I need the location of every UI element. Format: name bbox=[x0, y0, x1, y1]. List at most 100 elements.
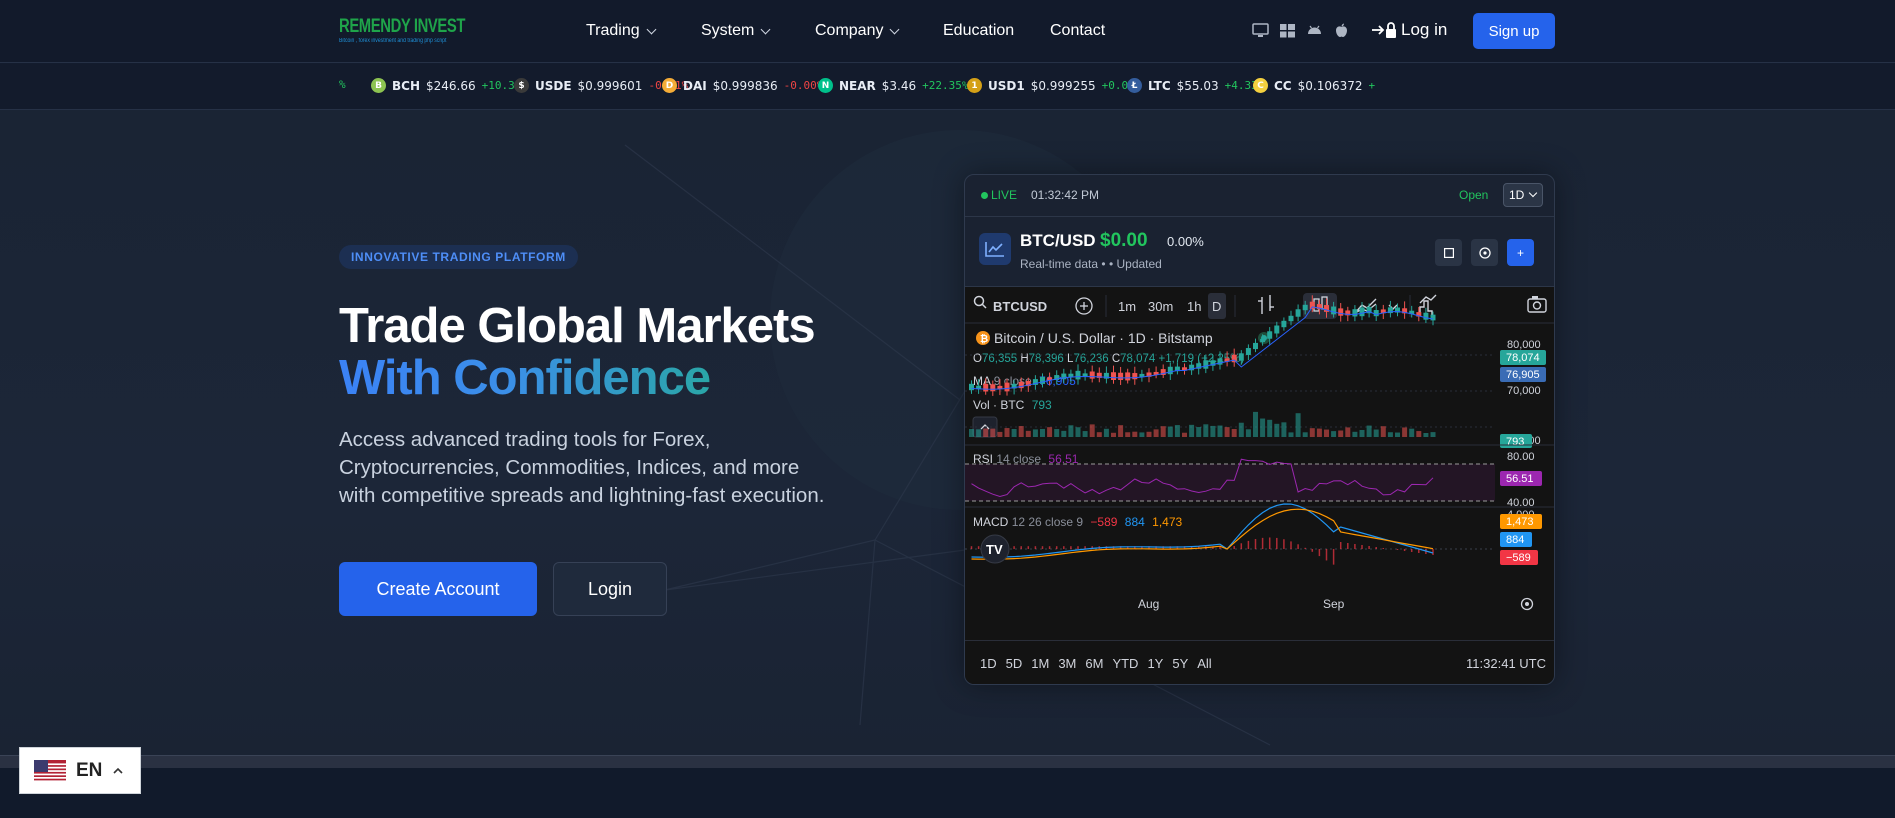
tradingview-logo[interactable]: TV bbox=[980, 534, 1010, 564]
range-5y[interactable]: 5Y bbox=[1172, 656, 1189, 671]
language-code: EN bbox=[76, 759, 103, 781]
macd-hist-bar bbox=[1290, 541, 1292, 549]
candle bbox=[1160, 369, 1166, 375]
volume-bar bbox=[1132, 431, 1138, 437]
volume-bar bbox=[1089, 424, 1095, 437]
candle bbox=[1253, 342, 1258, 350]
hero-subtitle: Access advanced trading tools for Forex,… bbox=[339, 428, 825, 507]
nav-company[interactable]: Company bbox=[815, 22, 900, 40]
ma-tag-bg bbox=[1500, 367, 1546, 382]
candle bbox=[1132, 373, 1138, 380]
range-all[interactable]: All bbox=[1197, 656, 1212, 671]
nav-company-label: Company bbox=[815, 22, 884, 39]
candle bbox=[1260, 338, 1266, 343]
camera-icon[interactable] bbox=[1527, 296, 1547, 313]
symbol-label[interactable]: BTCUSD bbox=[993, 299, 1047, 314]
search-icon[interactable] bbox=[973, 295, 987, 309]
candle bbox=[990, 384, 996, 392]
candle bbox=[1196, 363, 1202, 369]
candle bbox=[1040, 376, 1045, 384]
range-ytd[interactable]: YTD bbox=[1112, 656, 1139, 671]
brand-logo[interactable]: REMENDY INVEST Bitcoin , forex investmen… bbox=[339, 16, 465, 48]
range-1y[interactable]: 1Y bbox=[1147, 656, 1164, 671]
range-1m[interactable]: 1M bbox=[1031, 656, 1050, 671]
range-6m[interactable]: 6M bbox=[1085, 656, 1104, 671]
ticker-item[interactable]: B BCH $246.66 +10.31% bbox=[371, 78, 528, 93]
interval-d[interactable]: D bbox=[1212, 299, 1221, 314]
candle bbox=[1068, 373, 1074, 378]
ticker-item[interactable]: 1 USD1 $0.999255 +0.02% bbox=[967, 78, 1141, 93]
nav-system-label: System bbox=[701, 22, 755, 39]
ticker-item[interactable]: N NEAR $3.46 +22.35% bbox=[818, 78, 969, 93]
volume-bar bbox=[997, 431, 1003, 437]
volume-bar bbox=[1380, 426, 1386, 437]
create-account-button[interactable]: Create Account bbox=[339, 562, 537, 616]
logo-tagline: Bitcoin , forex investment and trading p… bbox=[339, 38, 447, 44]
hero-login-button[interactable]: Login bbox=[553, 562, 667, 616]
range-5d[interactable]: 5D bbox=[1005, 656, 1023, 671]
macd-hist-bar bbox=[1126, 546, 1129, 549]
desktop-icon[interactable] bbox=[1252, 22, 1269, 39]
price-candles bbox=[969, 295, 1436, 396]
interval-1h[interactable]: 1h bbox=[1187, 299, 1201, 314]
ticker-item[interactable]: % bbox=[339, 78, 346, 91]
stop-icon[interactable] bbox=[1435, 239, 1462, 266]
nav-trading[interactable]: Trading bbox=[586, 22, 657, 40]
chart-legend: ₿ Bitcoin / U.S. Dollar · 1D · Bitstamp … bbox=[972, 330, 1270, 438]
candle bbox=[1380, 309, 1386, 314]
volume-bar bbox=[1253, 411, 1258, 437]
coin-icon: Ł bbox=[1127, 78, 1142, 93]
login-link[interactable]: Log in bbox=[1371, 20, 1447, 40]
nav-system[interactable]: System bbox=[701, 22, 771, 40]
target-icon[interactable] bbox=[1471, 239, 1498, 266]
windows-icon[interactable] bbox=[1279, 22, 1296, 39]
range-1d[interactable]: 1D bbox=[980, 656, 997, 671]
volume-bar bbox=[1167, 426, 1173, 437]
volume-bar bbox=[976, 429, 982, 437]
tradingview-chart[interactable]: BTCUSD 1m 30m 1h D ₿ bbox=[965, 287, 1554, 640]
candle bbox=[1245, 348, 1251, 355]
ticker-item[interactable]: C CC $0.106372 + bbox=[1253, 78, 1375, 93]
bar-chart-icon[interactable] bbox=[1258, 295, 1274, 314]
volume-bar bbox=[1217, 425, 1223, 437]
macd-hist-bar bbox=[1027, 546, 1030, 549]
macd-hist-bar bbox=[1077, 546, 1079, 549]
chart-settings-icon[interactable] bbox=[1520, 597, 1534, 611]
nav-contact[interactable]: Contact bbox=[1050, 22, 1105, 40]
range-buttons: 1D 5D 1M 3M 6M YTD 1Y 5Y All bbox=[980, 656, 1212, 671]
android-icon[interactable] bbox=[1306, 22, 1323, 39]
tradingview-chart-canvas: BTCUSD 1m 30m 1h D ₿ bbox=[965, 293, 1554, 611]
indicators-icon[interactable] bbox=[1419, 294, 1437, 315]
interval-1m[interactable]: 1m bbox=[1118, 299, 1136, 314]
area-chart-icon[interactable] bbox=[1354, 298, 1377, 314]
signup-button[interactable]: Sign up bbox=[1473, 13, 1555, 49]
us-flag-icon bbox=[34, 759, 66, 782]
timeframe-select[interactable]: 1D bbox=[1503, 183, 1543, 207]
range-3m[interactable]: 3M bbox=[1058, 656, 1077, 671]
ticker-price: $0.999601 bbox=[577, 78, 643, 93]
candle bbox=[1267, 331, 1273, 339]
language-switcher[interactable]: EN bbox=[19, 747, 141, 794]
macd-hist-bar bbox=[1347, 543, 1349, 549]
volume-bar bbox=[1402, 427, 1408, 437]
ticker-item[interactable]: D DAI $0.999836 -0.00% bbox=[662, 78, 823, 93]
ticker-change: +22.35% bbox=[922, 79, 969, 92]
volume-bar bbox=[983, 428, 989, 437]
ticker-item[interactable]: Ł LTC $55.03 +4.33% bbox=[1127, 78, 1264, 93]
volume-bar bbox=[1260, 418, 1266, 437]
interval-30m[interactable]: 30m bbox=[1148, 299, 1173, 314]
ticker-item[interactable]: $USDE$0.999601-0.01% bbox=[514, 78, 688, 93]
hero-background bbox=[0, 110, 1895, 755]
pair-header: BTC/USD $0.00 0.00% Real-time data • • U… bbox=[965, 217, 1554, 287]
range-bar: 1D 5D 1M 3M 6M YTD 1Y 5Y All 11:32:41 UT… bbox=[965, 640, 1554, 684]
hero-badge: INNOVATIVE TRADING PLATFORM bbox=[339, 245, 578, 269]
apple-icon[interactable] bbox=[1333, 22, 1350, 39]
volume-bar bbox=[1118, 425, 1124, 437]
nav-education[interactable]: Education bbox=[943, 22, 1014, 40]
candle bbox=[1238, 353, 1244, 361]
macd-histogram bbox=[970, 537, 1434, 565]
candle bbox=[1302, 304, 1308, 311]
add-icon[interactable]: + bbox=[1507, 239, 1534, 266]
add-compare-icon[interactable] bbox=[1075, 297, 1093, 315]
candle bbox=[1032, 379, 1038, 385]
